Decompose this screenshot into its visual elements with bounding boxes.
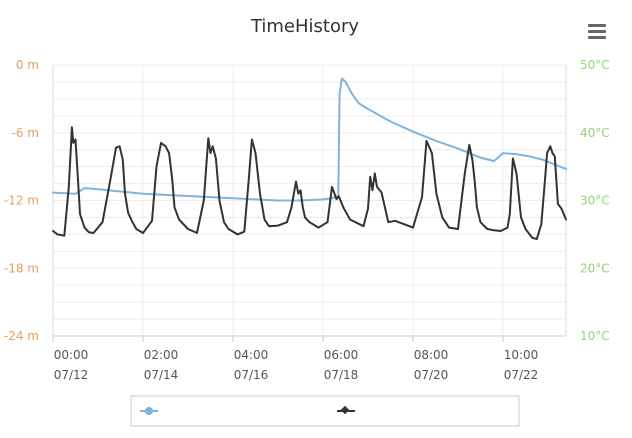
x-tick-date: 07/18 — [324, 368, 359, 382]
right-tick-label: 50°C — [580, 58, 610, 72]
right-tick-label: 20°C — [580, 261, 610, 275]
left-tick-label: 0 m — [16, 58, 39, 72]
menu-line-2 — [588, 30, 606, 33]
x-tick-date: 07/22 — [504, 368, 539, 382]
series-line-2[interactable] — [52, 126, 567, 241]
menu-line-1 — [588, 24, 606, 27]
x-tick-date: 07/14 — [144, 368, 179, 382]
legend-item-1[interactable] — [140, 407, 158, 415]
x-tick-date: 07/16 — [234, 368, 269, 382]
left-tick-label: -6 m — [12, 126, 39, 140]
x-tick-time: 04:00 — [234, 348, 269, 362]
right-tick-label: 40°C — [580, 126, 610, 140]
x-tick-time: 10:00 — [504, 348, 539, 362]
legend-item-2[interactable] — [337, 405, 355, 415]
legend-box — [130, 395, 520, 427]
x-tick-time: 08:00 — [414, 348, 449, 362]
x-tick-time: 06:00 — [324, 348, 359, 362]
series-line-1[interactable] — [52, 77, 567, 202]
right-tick-label: 30°C — [580, 194, 610, 208]
hamburger-menu-icon[interactable] — [586, 22, 608, 42]
legend-marker-2 — [340, 405, 350, 415]
left-tick-label: -12 m — [4, 194, 39, 208]
menu-line-3 — [588, 36, 606, 39]
chart-title: TimeHistory — [250, 16, 359, 37]
series — [52, 77, 567, 241]
axes: 0 m -6 m -12 m -18 m -24 m 50°C 40°C 30°C 20°C 10… — [4, 58, 610, 382]
x-tick-date: 07/12 — [54, 368, 89, 382]
left-tick-label: -18 m — [4, 261, 39, 275]
x-tick-date: 07/20 — [414, 368, 449, 382]
x-tick-time: 00:00 — [54, 348, 89, 362]
right-tick-label: 10°C — [580, 329, 610, 343]
left-tick-label: -24 m — [4, 329, 39, 343]
legend-marker-1 — [145, 407, 153, 415]
legend[interactable] — [130, 395, 520, 427]
x-tick-time: 02:00 — [144, 348, 179, 362]
